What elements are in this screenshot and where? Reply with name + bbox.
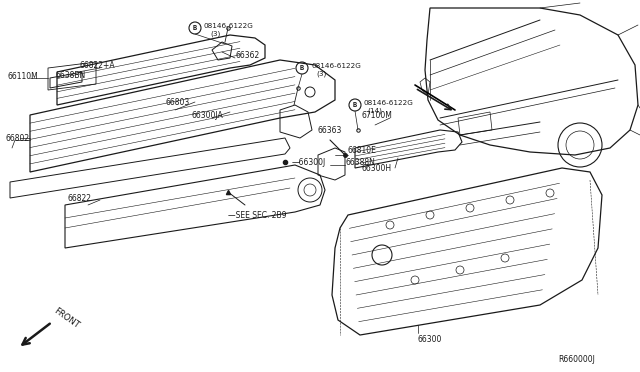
Text: 66363: 66363: [318, 125, 342, 135]
Text: 66300: 66300: [418, 336, 442, 344]
Text: 08146-6122G: 08146-6122G: [204, 23, 254, 29]
Text: B: B: [193, 25, 197, 31]
Text: (14): (14): [367, 108, 382, 114]
Text: 66300H: 66300H: [362, 164, 392, 173]
Text: 66300JA: 66300JA: [192, 110, 224, 119]
Text: B: B: [353, 102, 357, 108]
Text: 66110M: 66110M: [8, 71, 39, 80]
Text: 08146-6122G: 08146-6122G: [311, 63, 361, 69]
Text: 67100M: 67100M: [362, 110, 393, 119]
Text: 66803: 66803: [165, 97, 189, 106]
Text: —SEE SEC. 2B9: —SEE SEC. 2B9: [228, 211, 287, 219]
Text: 66822+A: 66822+A: [80, 61, 116, 70]
Text: B: B: [300, 65, 304, 71]
Text: FRONT: FRONT: [52, 306, 81, 330]
Text: 66810E: 66810E: [348, 145, 377, 154]
Text: (3): (3): [210, 31, 220, 37]
Text: —66300J: —66300J: [292, 157, 326, 167]
Text: 66362: 66362: [235, 51, 259, 60]
Text: R660000J: R660000J: [558, 356, 595, 365]
Text: 08146-6122G: 08146-6122G: [364, 100, 414, 106]
Text: 66388N: 66388N: [345, 157, 375, 167]
Text: 66822: 66822: [68, 193, 92, 202]
Text: (3): (3): [316, 71, 326, 77]
Text: 6638BN: 6638BN: [56, 71, 86, 80]
Text: 66802: 66802: [5, 134, 29, 142]
